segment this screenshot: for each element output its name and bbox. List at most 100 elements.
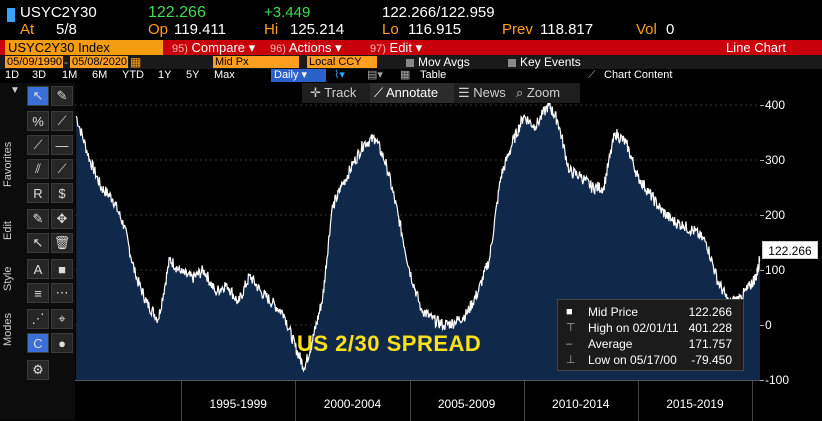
ray-tool-icon[interactable]: ⟋ bbox=[27, 135, 49, 155]
range-bar bbox=[0, 69, 822, 82]
range-5y[interactable]: 5Y bbox=[186, 69, 200, 81]
start-date-field[interactable]: 05/09/1990 bbox=[5, 56, 63, 68]
range-1d[interactable]: 1D bbox=[5, 69, 20, 81]
annotate-icon: ⟋ bbox=[374, 85, 384, 100]
color-mode-icon[interactable]: ● bbox=[51, 333, 73, 353]
legend-low-value: -79.450 bbox=[691, 353, 732, 367]
security-field[interactable]: USYC2Y30 Index bbox=[5, 40, 163, 55]
x-tick-label: 1995-1999 bbox=[209, 397, 267, 411]
y-tick-mark bbox=[760, 270, 764, 271]
average-marker-icon: – bbox=[566, 338, 573, 350]
range-max[interactable]: Max bbox=[214, 69, 235, 81]
table-icon[interactable]: ▦ bbox=[400, 69, 411, 81]
range-1m[interactable]: 1M bbox=[62, 69, 78, 81]
percent-tool-icon[interactable]: % bbox=[27, 111, 49, 131]
legend-average-value: 171.757 bbox=[688, 337, 732, 351]
segment-tool-icon[interactable]: ⟋ bbox=[51, 159, 73, 179]
legend-average-label: Average bbox=[588, 337, 633, 351]
frequency-select[interactable]: Daily ▾ bbox=[271, 69, 326, 82]
compare-button[interactable]: 95) Compare ▾ bbox=[172, 40, 256, 55]
calendar-icon[interactable]: ▦ bbox=[130, 55, 142, 69]
y-tick-mark bbox=[760, 325, 764, 326]
ticker: USYC2Y30 bbox=[20, 4, 97, 21]
horizontal-line-tool-icon[interactable]: — bbox=[51, 135, 73, 155]
y-tick-label: 200 bbox=[765, 208, 786, 222]
style-label[interactable]: Style bbox=[2, 266, 14, 292]
crosshair-mode-icon[interactable]: C bbox=[27, 333, 49, 353]
line-style-icon[interactable]: ⋯ bbox=[51, 283, 73, 303]
settings-gear-icon[interactable]: ⚙ bbox=[27, 360, 49, 380]
legend-row-average: Average 171.757 bbox=[588, 336, 738, 352]
color-swatch-icon[interactable]: ■ bbox=[51, 259, 73, 279]
checkbox-icon bbox=[508, 58, 516, 67]
currency-select[interactable]: Local CCY bbox=[307, 56, 377, 68]
trendline-tool-icon[interactable]: ⟋ bbox=[51, 111, 73, 131]
select-tool-icon[interactable]: ↖ bbox=[27, 233, 49, 253]
x-tick-label: 2010-2014 bbox=[552, 397, 610, 411]
table-button[interactable]: Table bbox=[420, 69, 447, 81]
view-label: Line Chart bbox=[726, 40, 786, 55]
key-events-toggle[interactable]: Key Events bbox=[508, 55, 581, 69]
range-1y[interactable]: 1Y bbox=[158, 69, 172, 81]
x-tick-label: 2000-2004 bbox=[323, 397, 382, 411]
pen-tool-icon[interactable]: ✎ bbox=[51, 86, 73, 106]
chart-content-icon[interactable]: ⟋ bbox=[588, 69, 596, 81]
last-price: 122.266 bbox=[148, 4, 206, 21]
edit-label[interactable]: Edit bbox=[2, 221, 14, 241]
collapse-icon[interactable]: ▼ bbox=[10, 85, 20, 96]
line-chart-icon[interactable]: ⌇▾ bbox=[334, 69, 345, 81]
end-date-field[interactable]: 05/08/2020 bbox=[70, 56, 128, 68]
channel-tool-icon[interactable]: ⫽ bbox=[27, 159, 49, 179]
command-bar: 95) Compare ▾ 96) Actions ▾ 97) Edit ▾ L… bbox=[0, 40, 822, 55]
field-select[interactable]: Mid Px bbox=[213, 56, 299, 68]
range-ytd[interactable]: YTD bbox=[122, 69, 144, 81]
line-weight-icon[interactable]: ≡ bbox=[27, 283, 49, 303]
range-3d[interactable]: 3D bbox=[32, 69, 47, 81]
modes-label[interactable]: Modes bbox=[2, 312, 14, 346]
chevron-down-icon: ▾ bbox=[248, 40, 256, 55]
draw-tool-icon[interactable]: ✎ bbox=[27, 209, 49, 229]
chevron-down-icon: ▾ bbox=[335, 40, 342, 55]
zoom-button[interactable]: ⌕ Zoom bbox=[516, 85, 561, 100]
retracement-tool-icon[interactable]: R bbox=[27, 183, 49, 203]
mov-avgs-toggle[interactable]: Mov Avgs bbox=[406, 55, 470, 69]
pointer-tool-icon[interactable]: ↖ bbox=[27, 86, 49, 106]
font-style-icon[interactable]: A bbox=[27, 259, 49, 279]
quote-date: 5/8 bbox=[56, 21, 77, 38]
move-tool-icon[interactable]: ✥ bbox=[51, 209, 73, 229]
chart-annotation[interactable]: US 2/30 SPREAD bbox=[297, 331, 482, 356]
news-button[interactable]: ☰ News bbox=[458, 85, 506, 100]
dollar-tool-icon[interactable]: $ bbox=[51, 183, 73, 203]
snap-mode-icon[interactable]: ⌖ bbox=[51, 309, 73, 329]
annotate-highlight bbox=[370, 83, 454, 103]
y-tick-label: 100 bbox=[765, 263, 786, 277]
legend-box[interactable]: ■ Mid Price 122.266 ⊤ High on 02/01/11 401… bbox=[557, 299, 744, 371]
drawing-toolbar: Favorites Edit Style Modes ▼ ↖ ✎ % ⟋ ⟋ —… bbox=[0, 83, 75, 420]
bar-chart-icon[interactable]: ▤▾ bbox=[367, 69, 383, 81]
zoom-icon: ⌕ bbox=[516, 85, 524, 100]
x-tick-label: 2005-2009 bbox=[437, 397, 496, 411]
edit-button[interactable]: 97) Edit ▾ bbox=[370, 40, 423, 55]
chart-content-button[interactable]: Chart Content bbox=[604, 69, 673, 81]
legend-low-label: Low on 05/17/00 bbox=[588, 353, 677, 367]
actions-button[interactable]: 96) Actions ▾ bbox=[270, 40, 342, 55]
x-axis: 1995-1999 2000-2004 2005-2009 2010-2014 2015… bbox=[75, 380, 760, 421]
prev-label: Prev bbox=[502, 21, 533, 38]
x-separator bbox=[752, 381, 753, 421]
annotate-button[interactable]: ⟋ Annotate bbox=[374, 85, 439, 100]
x-separator bbox=[637, 381, 639, 421]
open-label: Op bbox=[148, 21, 169, 38]
x-separator bbox=[409, 381, 411, 421]
high-label: Hi bbox=[264, 21, 279, 38]
at-label: At bbox=[20, 21, 35, 38]
range-6m[interactable]: 6M bbox=[92, 69, 108, 81]
dashed-mode-icon[interactable]: ⋰ bbox=[27, 309, 49, 329]
trash-icon[interactable]: 🗑 bbox=[51, 233, 73, 253]
chevron-down-icon: ▾ bbox=[415, 40, 423, 55]
favorites-label[interactable]: Favorites bbox=[2, 141, 14, 187]
y-axis: 400 300 200 100 0 -100 bbox=[760, 83, 822, 387]
track-button[interactable]: ✛ Track bbox=[310, 85, 357, 100]
legend-high-value: 401.228 bbox=[688, 321, 732, 335]
x-separator bbox=[523, 381, 525, 421]
vol-label: Vol bbox=[636, 21, 657, 38]
